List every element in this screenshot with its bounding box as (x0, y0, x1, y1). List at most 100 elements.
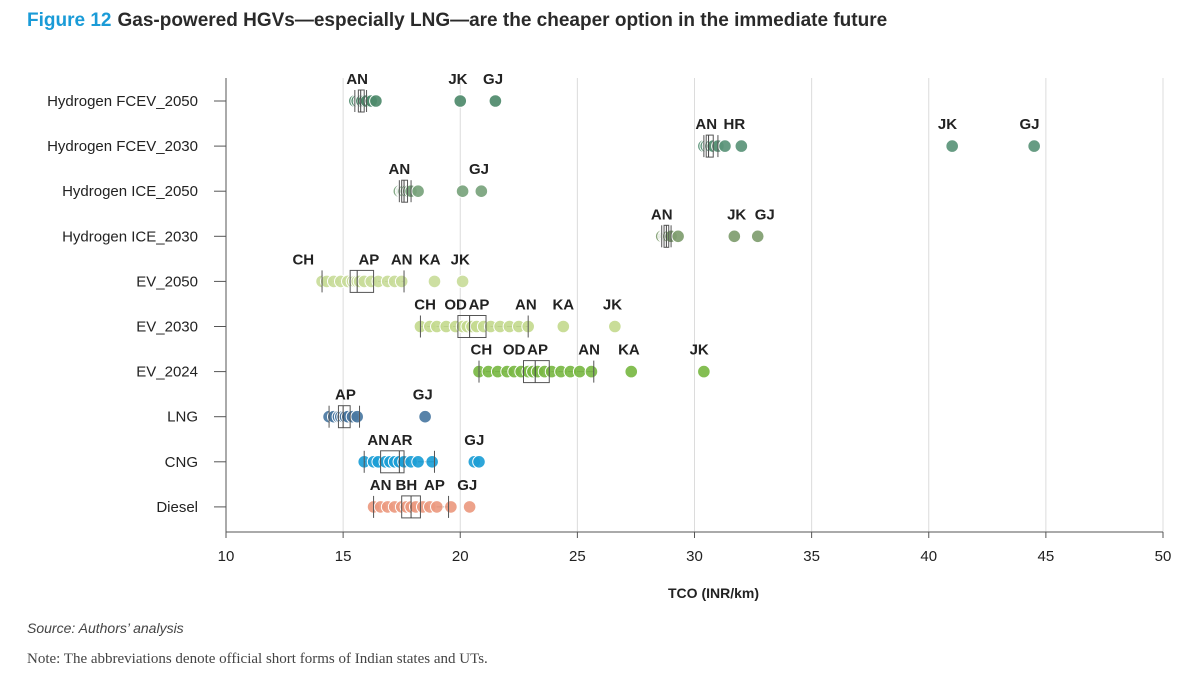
state-label: JK (690, 342, 709, 359)
tco-box-dot-chart: 10 15 20 25 30 35 40 45 50 TCO (INR/km) Hydrogen F… (47, 71, 1172, 601)
box-iqr (705, 134, 714, 158)
x-tick-label: 15 (335, 548, 352, 565)
data-point (556, 319, 571, 334)
state-label: JK (938, 116, 957, 133)
data-point (734, 139, 749, 153)
data-point (474, 184, 489, 198)
state-label: AR (391, 432, 413, 449)
data-point (624, 364, 639, 379)
data-point (584, 364, 599, 379)
data-point (411, 455, 425, 469)
data-point (430, 500, 444, 514)
data-point (727, 229, 742, 244)
category-label: LNG (167, 409, 198, 426)
data-point (750, 229, 765, 244)
source-note: Source: Authors’ analysis (27, 620, 184, 636)
box-iqr (380, 450, 405, 474)
state-label: AP (527, 342, 548, 359)
state-label: GJ (464, 432, 484, 449)
state-label: GJ (483, 71, 503, 88)
category-label: EV_2024 (136, 364, 198, 381)
state-label: JK (448, 71, 467, 88)
figure-title-text: Gas-powered HGVs—especially LNG—are the … (117, 10, 888, 31)
category-label: EV_2030 (136, 319, 198, 336)
data-point (671, 229, 685, 244)
category-label: Hydrogen FCEV_2030 (47, 138, 198, 155)
state-label: AN (515, 297, 537, 314)
data-point (444, 500, 458, 514)
data-point (350, 409, 364, 424)
data-point (455, 184, 470, 198)
state-label: GJ (457, 477, 477, 494)
state-label: CH (292, 251, 314, 268)
state-label: CH (414, 297, 436, 314)
state-label: JK (451, 251, 470, 268)
state-label: GJ (469, 161, 489, 178)
state-label: AN (695, 116, 717, 133)
data-point (394, 274, 409, 289)
x-tick-label: 40 (920, 548, 937, 565)
x-tick-label: 25 (569, 548, 586, 565)
state-label: AN (389, 161, 411, 178)
x-axis-title: TCO (INR/km) (668, 585, 759, 601)
category-label: CNG (165, 454, 198, 471)
x-tick-label: 30 (686, 548, 703, 565)
x-tick-label: 35 (803, 548, 820, 565)
abbreviation-note: Note: The abbreviations denote official … (27, 651, 488, 667)
state-label: OD (503, 342, 526, 359)
state-label: JK (727, 206, 746, 223)
data-point (418, 409, 432, 424)
data-point (472, 455, 486, 469)
data-point (572, 364, 587, 379)
box-iqr (349, 269, 375, 293)
data-point (453, 94, 468, 108)
state-label: BH (396, 477, 418, 494)
data-point (608, 319, 622, 334)
data-point (425, 455, 439, 469)
state-label: HR (723, 116, 745, 133)
data-point (455, 274, 470, 289)
box-iqr (522, 360, 550, 384)
state-label: OD (444, 297, 467, 314)
state-label: AN (370, 477, 392, 494)
category-label: Hydrogen FCEV_2050 (47, 93, 198, 110)
category-label: EV_2050 (136, 273, 198, 290)
data-point (411, 184, 425, 198)
x-tick-label: 20 (452, 548, 469, 565)
box-iqr (401, 179, 409, 203)
box-iqr (337, 405, 351, 429)
figure-number: Figure 12 (27, 10, 112, 31)
data-point (488, 94, 503, 108)
box-iqr (457, 315, 487, 338)
state-label: AN (651, 206, 673, 223)
state-label: GJ (1019, 116, 1039, 133)
state-label: AN (346, 71, 368, 88)
figure-title: Figure 12 Gas-powered HGVs—especially LNG… (27, 10, 887, 32)
data-point (462, 500, 477, 514)
state-label: AP (424, 477, 445, 494)
data-point (718, 139, 732, 153)
x-tick-label: 45 (1038, 548, 1055, 565)
data-point (945, 139, 959, 153)
state-label: GJ (755, 206, 775, 223)
category-label: Hydrogen ICE_2030 (62, 228, 198, 245)
data-point (369, 94, 383, 108)
state-label: AP (335, 387, 356, 404)
data-point (1027, 139, 1041, 153)
state-label: JK (603, 297, 622, 314)
data-point (427, 274, 442, 289)
category-label: Hydrogen ICE_2050 (62, 183, 198, 200)
state-label: AP (469, 297, 490, 314)
state-label: AN (367, 432, 389, 449)
state-label: CH (470, 342, 492, 359)
state-label: GJ (413, 387, 433, 404)
box-iqr (357, 89, 365, 113)
x-tick-label: 10 (218, 548, 235, 565)
state-label: KA (618, 342, 640, 359)
state-label: KA (419, 251, 441, 268)
x-tick-label: 50 (1155, 548, 1172, 565)
state-label: AN (391, 251, 413, 268)
data-point (697, 364, 711, 379)
state-label: KA (552, 297, 574, 314)
state-label: AN (578, 342, 600, 359)
